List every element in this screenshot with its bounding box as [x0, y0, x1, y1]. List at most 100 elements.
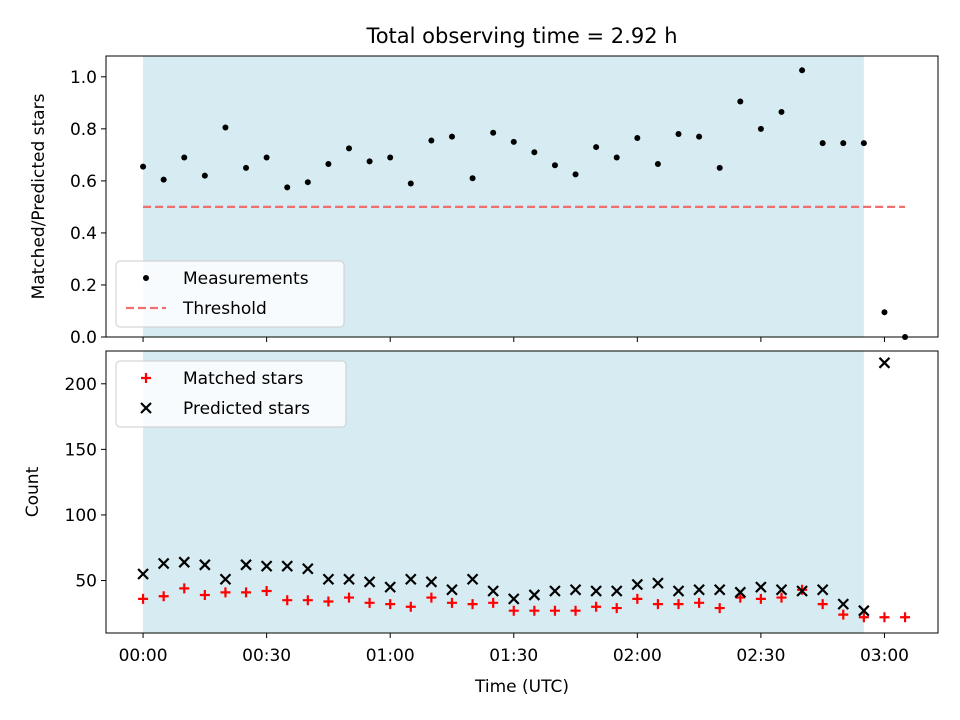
predicted-star-point — [405, 573, 417, 586]
x-tick-label: 00:00 — [119, 646, 168, 666]
predicted-star-point — [507, 593, 520, 605]
axes-frame — [105, 350, 939, 634]
y-tick-label: 0.0 — [70, 328, 97, 348]
measurement-point — [140, 163, 147, 170]
predicted-star-point — [652, 577, 664, 589]
matched-star-point — [529, 605, 540, 616]
matched-star-point — [179, 583, 190, 594]
axes-frame — [105, 55, 939, 338]
measurement-point — [819, 140, 826, 147]
measurement-point — [634, 134, 641, 141]
y-tick-label: 1.0 — [70, 68, 97, 88]
predicted-star-point — [446, 583, 458, 596]
matched-star-point — [549, 605, 560, 616]
matched-star-point — [735, 592, 746, 603]
measurement-point — [201, 172, 208, 179]
chart-title: Total observing time = 2.92 h — [365, 24, 677, 48]
matched-star-point — [405, 601, 416, 612]
y-tick-label: 200 — [65, 375, 97, 395]
x-tick-label: 03:00 — [860, 646, 909, 666]
predicted-star-point — [816, 583, 829, 596]
y-tick-label: 0.2 — [70, 276, 97, 296]
predicted-star-point — [425, 576, 438, 588]
matched-star-point — [426, 592, 437, 603]
predicted-star-point — [734, 586, 747, 599]
predicted-star-point — [199, 559, 211, 571]
measurement-point — [737, 98, 744, 105]
x-tick-label: 01:00 — [366, 646, 415, 666]
matched-star-point — [138, 593, 149, 604]
predicted-star-point — [281, 560, 294, 572]
measurement-point — [181, 154, 188, 161]
matched-star-point — [488, 597, 499, 608]
measurement-point — [490, 129, 497, 136]
measurement-point — [325, 160, 332, 167]
measurement-point — [222, 124, 229, 131]
series-measurements — [140, 67, 909, 340]
measurement-point — [696, 133, 703, 140]
predicted-star-point — [322, 573, 335, 586]
measurement-point — [448, 133, 455, 140]
matched-star-point — [858, 612, 869, 623]
predicted-star-point — [302, 562, 314, 575]
matched-star-point — [220, 587, 231, 598]
x-tick-label: 02:00 — [613, 646, 662, 666]
matched-star-point — [282, 595, 293, 606]
predicted-star-point — [137, 568, 149, 580]
matched-star-point — [302, 595, 313, 606]
predicted-star-point — [487, 585, 499, 597]
matched-star-point — [385, 599, 396, 610]
predicted-star-point — [549, 585, 561, 597]
x-axis-label: Time (UTC) — [474, 677, 569, 697]
axes-1 — [101, 55, 939, 342]
y-tick-label: 100 — [65, 506, 97, 526]
measurement-point — [510, 138, 517, 145]
predicted-star-point — [713, 583, 726, 596]
predicted-star-point — [796, 585, 808, 597]
matched-star-point — [694, 597, 705, 608]
predicted-star-point — [775, 583, 788, 596]
matched-star-point — [241, 587, 252, 598]
predicted-star-point — [755, 581, 767, 593]
predicted-star-point — [466, 573, 479, 586]
matched-star-point — [199, 589, 210, 600]
predicted-star-point — [528, 589, 541, 601]
matched-star-point — [344, 592, 355, 603]
measurement-point — [366, 158, 373, 165]
matched-star-point — [508, 605, 519, 616]
matched-star-point — [364, 597, 375, 608]
matched-star-point — [900, 612, 911, 623]
measurement-point — [881, 309, 888, 316]
measurement-point — [243, 164, 250, 171]
matched-star-point — [817, 599, 828, 610]
predicted-star-point — [693, 583, 705, 596]
measurement-point — [263, 154, 270, 161]
matched-star-point — [838, 609, 849, 620]
predicted-star-point — [858, 604, 870, 617]
measurement-point — [387, 154, 394, 161]
predicted-star-point — [157, 557, 170, 570]
matched-star-point — [879, 612, 890, 623]
legend-label: Measurements — [183, 269, 309, 289]
measurement-point — [675, 131, 682, 138]
legend-predicted-swatch — [140, 402, 152, 414]
matched-star-point — [591, 601, 602, 612]
legend-matched-swatch — [141, 373, 151, 383]
predicted-star-point — [363, 576, 376, 588]
measurement-point — [469, 175, 476, 182]
y-axis-label: Matched/Predicted stars — [29, 93, 49, 299]
measurement-point — [531, 149, 538, 156]
measurement-point — [551, 162, 558, 169]
matched-star-point — [467, 599, 478, 610]
x-tick-label: 02:30 — [736, 646, 785, 666]
matched-star-point — [776, 592, 787, 603]
predicted-star-point — [878, 357, 891, 369]
matched-star-point — [446, 597, 457, 608]
measurement-point — [160, 176, 167, 183]
legend — [115, 260, 345, 328]
y-tick-label: 0.6 — [70, 172, 97, 192]
matched-star-point — [652, 599, 663, 610]
y-tick-label: 0.4 — [70, 224, 97, 244]
axes-2 — [101, 350, 939, 638]
